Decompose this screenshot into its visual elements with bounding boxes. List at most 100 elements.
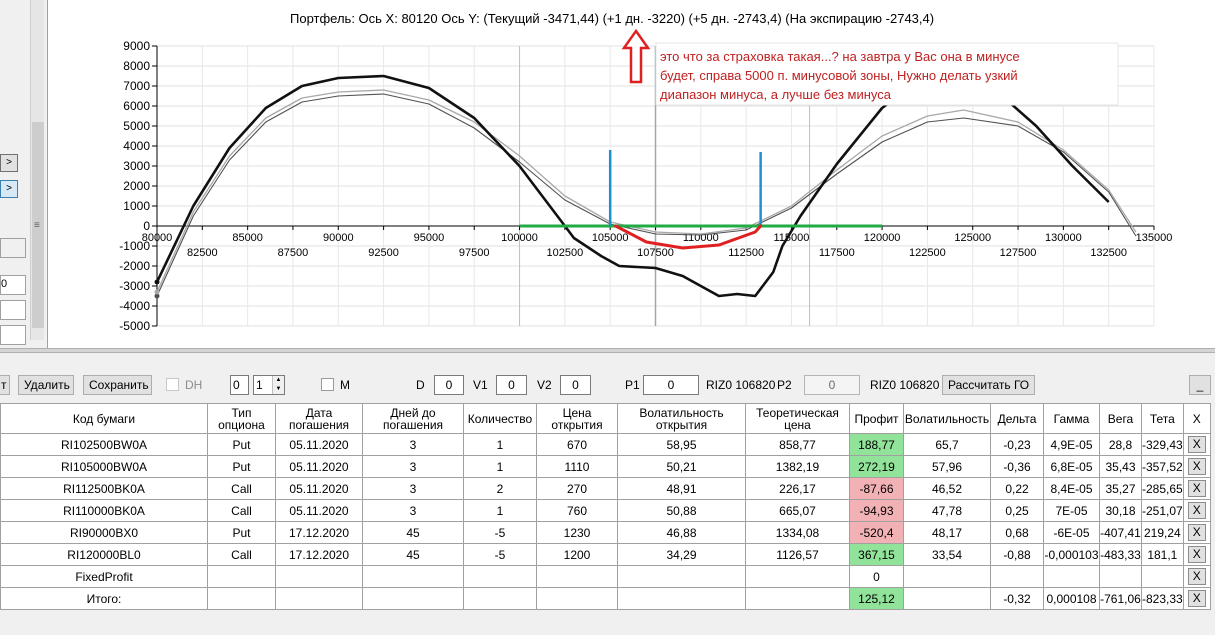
- left-panel-field-4[interactable]: [0, 325, 26, 345]
- cell-empty[interactable]: [207, 587, 276, 610]
- minimize-button[interactable]: _: [1189, 375, 1211, 395]
- cell-code[interactable]: RI90000BX0: [0, 521, 208, 544]
- left-panel-field-3[interactable]: [0, 300, 26, 320]
- header-profit[interactable]: Профит: [849, 403, 904, 434]
- remove-row-button[interactable]: X: [1187, 524, 1206, 541]
- header-theo[interactable]: Теоретическая цена: [745, 403, 850, 434]
- cell-price[interactable]: 1200: [536, 543, 618, 566]
- cell-type[interactable]: Put: [207, 433, 276, 456]
- table-row[interactable]: RI90000BX0 Put 17.12.2020 45 -5 1230 46,88 1334…: [0, 521, 1211, 544]
- cell-price[interactable]: 270: [536, 477, 618, 500]
- save-button[interactable]: Сохранить: [83, 375, 152, 395]
- cell-theta[interactable]: -329,43: [1141, 433, 1184, 456]
- left-panel-arrow-button-1[interactable]: >: [0, 154, 18, 172]
- cell-date[interactable]: 05.11.2020: [275, 499, 363, 522]
- cell-theo[interactable]: 858,77: [745, 433, 850, 456]
- cell-type[interactable]: Call: [207, 543, 276, 566]
- cell-theta[interactable]: -357,52: [1141, 455, 1184, 478]
- p1-field[interactable]: 0: [643, 375, 699, 395]
- cell-theta[interactable]: -251,07: [1141, 499, 1184, 522]
- partial-button[interactable]: т: [0, 375, 10, 395]
- cell-delta[interactable]: -0,32: [990, 587, 1044, 610]
- cell-vol[interactable]: 46,52: [903, 477, 991, 500]
- cell-delta[interactable]: 0,25: [990, 499, 1044, 522]
- header-x[interactable]: X: [1182, 403, 1211, 434]
- header-code[interactable]: Код бумаги: [0, 403, 208, 434]
- cell-days[interactable]: 45: [362, 543, 464, 566]
- table-row[interactable]: RI102500BW0A Put 05.11.2020 3 1 670 58,95 858,7…: [0, 433, 1211, 456]
- cell-empty[interactable]: [745, 587, 850, 610]
- cell-profit[interactable]: 367,15: [849, 543, 904, 566]
- m-checkbox[interactable]: [321, 378, 334, 391]
- left-panel-scrollbar[interactable]: [30, 0, 44, 340]
- cell-empty[interactable]: [1141, 565, 1184, 588]
- cell-empty[interactable]: [362, 587, 464, 610]
- header-type[interactable]: Тип опциона: [207, 403, 276, 434]
- cell-vega[interactable]: 35,43: [1099, 455, 1142, 478]
- header-delta[interactable]: Дельта: [990, 403, 1044, 434]
- cell-profit[interactable]: 125,12: [849, 587, 904, 610]
- cell-gamma[interactable]: -6E-05: [1043, 521, 1100, 544]
- cell-vega[interactable]: -483,33: [1099, 543, 1142, 566]
- cell-vega[interactable]: 35,27: [1099, 477, 1142, 500]
- cell-profit[interactable]: -520,4: [849, 521, 904, 544]
- cell-delta[interactable]: -0,36: [990, 455, 1044, 478]
- cell-empty[interactable]: [1043, 565, 1100, 588]
- left-panel-field-1[interactable]: [0, 238, 26, 258]
- cell-delta[interactable]: -0,88: [990, 543, 1044, 566]
- cell-empty[interactable]: [1099, 565, 1142, 588]
- cell-qty[interactable]: -5: [463, 543, 537, 566]
- cell-theta[interactable]: -823,33: [1141, 587, 1184, 610]
- cell-empty[interactable]: [617, 565, 746, 588]
- cell-vol[interactable]: 47,78: [903, 499, 991, 522]
- cell-qty[interactable]: 2: [463, 477, 537, 500]
- cell-price[interactable]: 1110: [536, 455, 618, 478]
- header-days[interactable]: Дней до погашения: [362, 403, 464, 434]
- cell-code[interactable]: RI105000BW0A: [0, 455, 208, 478]
- cell-theo[interactable]: 226,17: [745, 477, 850, 500]
- cell-gamma[interactable]: 0,000108: [1043, 587, 1100, 610]
- cell-empty[interactable]: [990, 565, 1044, 588]
- cell-theo[interactable]: 665,07: [745, 499, 850, 522]
- cell-vol[interactable]: 65,7: [903, 433, 991, 456]
- cell-gamma[interactable]: -0,000103: [1043, 543, 1100, 566]
- header-vega[interactable]: Вега: [1099, 403, 1142, 434]
- cell-price[interactable]: 1230: [536, 521, 618, 544]
- spin-1[interactable]: 0: [230, 375, 249, 395]
- remove-row-button[interactable]: X: [1187, 590, 1206, 607]
- cell-qty[interactable]: 1: [463, 499, 537, 522]
- p2-field[interactable]: 0: [804, 375, 860, 395]
- table-row[interactable]: RI120000BL0 Call 17.12.2020 45 -5 1200 34,29 11…: [0, 543, 1211, 566]
- cell-type[interactable]: Put: [207, 521, 276, 544]
- v2-field[interactable]: 0: [560, 375, 591, 395]
- cell-profit[interactable]: 272,19: [849, 455, 904, 478]
- cell-vol-open[interactable]: 50,88: [617, 499, 746, 522]
- cell-theta[interactable]: 219,24: [1141, 521, 1184, 544]
- cell-days[interactable]: 3: [362, 433, 464, 456]
- dh-checkbox[interactable]: [166, 378, 179, 391]
- cell-gamma[interactable]: 4,9E-05: [1043, 433, 1100, 456]
- header-vol[interactable]: Волатильность: [903, 403, 991, 434]
- cell-days[interactable]: 3: [362, 499, 464, 522]
- calculate-go-button[interactable]: Рассчитать ГО: [942, 375, 1035, 395]
- cell-qty[interactable]: -5: [463, 521, 537, 544]
- spin-arrows-icon[interactable]: ▲ ▼: [272, 376, 284, 394]
- cell-vol-open[interactable]: 50,21: [617, 455, 746, 478]
- left-panel-scroll-thumb[interactable]: [32, 122, 44, 328]
- cell-qty[interactable]: 1: [463, 433, 537, 456]
- spin-2[interactable]: 1 ▲ ▼: [253, 375, 285, 395]
- cell-empty[interactable]: [362, 565, 464, 588]
- cell-empty[interactable]: [463, 587, 537, 610]
- cell-days[interactable]: 3: [362, 455, 464, 478]
- cell-date[interactable]: 05.11.2020: [275, 455, 363, 478]
- cell-empty[interactable]: [275, 587, 363, 610]
- remove-row-button[interactable]: X: [1187, 458, 1206, 475]
- cell-vega[interactable]: -761,06: [1099, 587, 1142, 610]
- total-row[interactable]: Итого: 125,12 -0,32 0,000108 -761,06 -823,33 X: [0, 587, 1211, 610]
- cell-type[interactable]: Call: [207, 477, 276, 500]
- cell-date[interactable]: 17.12.2020: [275, 521, 363, 544]
- cell-empty[interactable]: [536, 587, 618, 610]
- delete-button[interactable]: Удалить: [18, 375, 74, 395]
- cell-vol[interactable]: 48,17: [903, 521, 991, 544]
- cell-profit[interactable]: 0: [849, 565, 904, 588]
